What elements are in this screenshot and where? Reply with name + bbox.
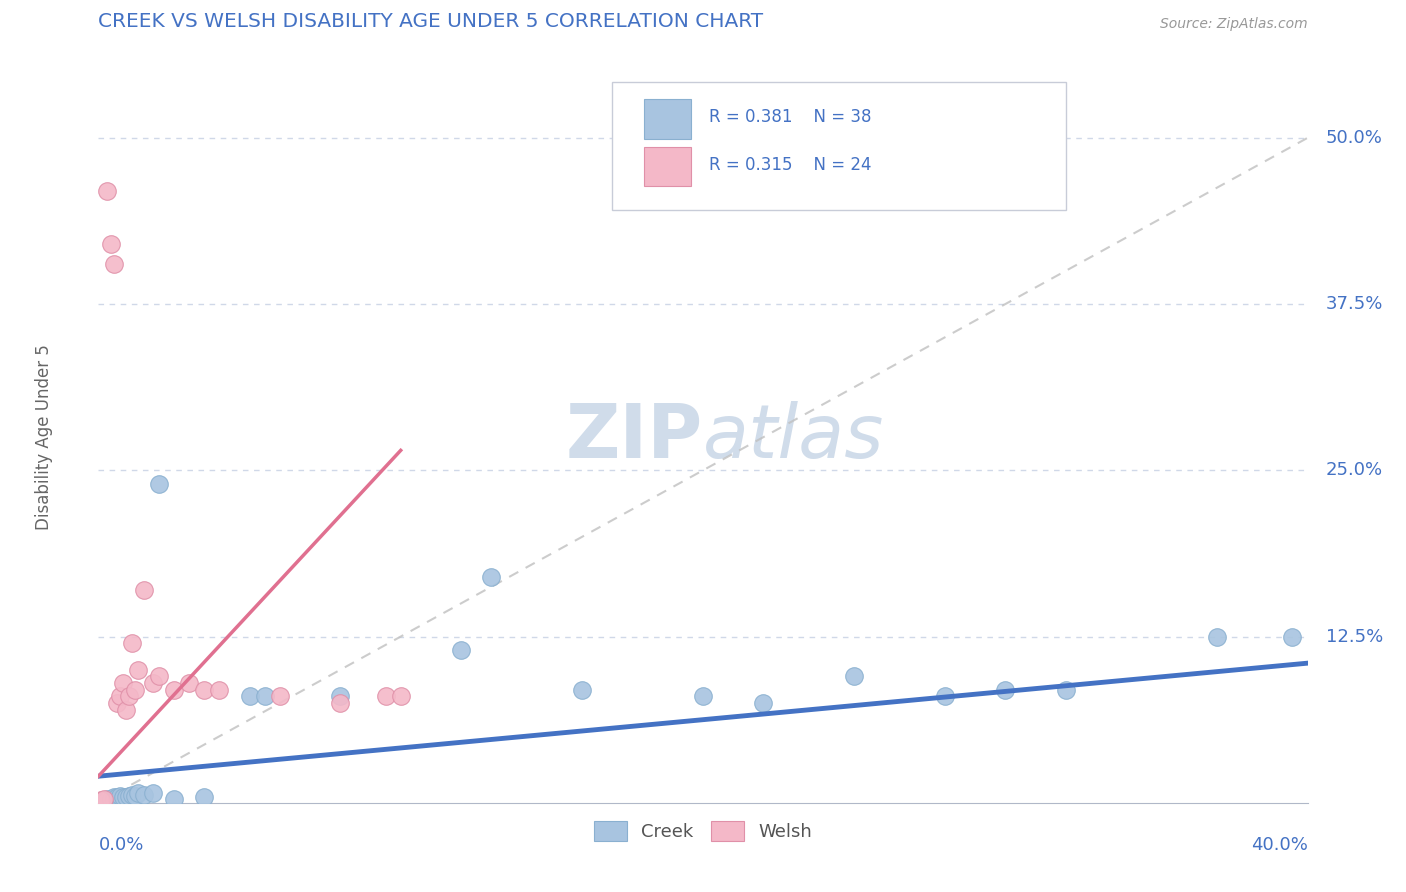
Point xyxy=(752,696,775,710)
Point xyxy=(163,682,186,697)
Point xyxy=(93,795,115,809)
Point xyxy=(118,789,141,804)
Point xyxy=(269,690,291,704)
Point xyxy=(163,792,186,806)
Point xyxy=(994,682,1017,697)
Point xyxy=(96,792,118,806)
Point xyxy=(118,690,141,704)
Point xyxy=(692,690,714,704)
Point xyxy=(114,790,136,805)
Point xyxy=(148,476,170,491)
Point xyxy=(193,682,215,697)
Point xyxy=(450,643,472,657)
FancyBboxPatch shape xyxy=(613,82,1066,211)
Point xyxy=(105,790,128,805)
Point xyxy=(253,690,276,704)
Text: 25.0%: 25.0% xyxy=(1326,461,1384,479)
Point xyxy=(1281,630,1303,644)
Text: 0.0%: 0.0% xyxy=(98,836,143,854)
Point xyxy=(121,636,143,650)
Point xyxy=(132,582,155,597)
Point xyxy=(374,690,396,704)
Point xyxy=(108,690,131,704)
Text: 50.0%: 50.0% xyxy=(1326,128,1382,147)
Point xyxy=(934,690,956,704)
Point xyxy=(148,669,170,683)
Point xyxy=(193,790,215,805)
Point xyxy=(124,682,146,697)
Point xyxy=(100,237,122,252)
Text: CREEK VS WELSH DISABILITY AGE UNDER 5 CORRELATION CHART: CREEK VS WELSH DISABILITY AGE UNDER 5 CO… xyxy=(98,12,763,31)
Point xyxy=(93,793,115,807)
Point xyxy=(127,787,149,801)
Point xyxy=(208,682,231,697)
Text: ZIP: ZIP xyxy=(565,401,703,474)
Point xyxy=(124,789,146,804)
Text: R = 0.315    N = 24: R = 0.315 N = 24 xyxy=(709,156,872,174)
Point xyxy=(114,703,136,717)
Text: Disability Age Under 5: Disability Age Under 5 xyxy=(35,344,53,530)
Legend: Creek, Welsh: Creek, Welsh xyxy=(586,814,820,848)
Point xyxy=(389,690,412,704)
Point xyxy=(111,790,134,805)
Point xyxy=(96,793,118,807)
Point xyxy=(105,696,128,710)
Point xyxy=(1054,682,1077,697)
Text: Source: ZipAtlas.com: Source: ZipAtlas.com xyxy=(1160,17,1308,31)
Point xyxy=(108,792,131,806)
Point xyxy=(1206,630,1229,644)
Point xyxy=(132,788,155,802)
Point xyxy=(329,690,352,704)
Text: 12.5%: 12.5% xyxy=(1326,628,1384,646)
Point xyxy=(142,676,165,690)
Point xyxy=(239,690,262,704)
FancyBboxPatch shape xyxy=(644,99,690,138)
Point xyxy=(103,257,125,271)
Point xyxy=(93,792,115,806)
FancyBboxPatch shape xyxy=(644,146,690,186)
Point xyxy=(481,570,503,584)
Text: 40.0%: 40.0% xyxy=(1251,836,1308,854)
Point xyxy=(100,793,122,807)
Point xyxy=(100,792,122,806)
Point xyxy=(90,795,112,809)
Point xyxy=(571,682,593,697)
Text: atlas: atlas xyxy=(703,401,884,473)
Point xyxy=(179,676,201,690)
Point xyxy=(108,789,131,804)
Point xyxy=(90,793,112,807)
Point xyxy=(121,788,143,802)
Point xyxy=(142,787,165,801)
Point xyxy=(329,696,352,710)
Point xyxy=(96,184,118,198)
Text: 37.5%: 37.5% xyxy=(1326,295,1384,313)
Point xyxy=(103,793,125,807)
Point xyxy=(127,663,149,677)
Point xyxy=(844,669,866,683)
Point xyxy=(103,790,125,805)
Point xyxy=(111,676,134,690)
Point xyxy=(105,792,128,806)
Text: R = 0.381    N = 38: R = 0.381 N = 38 xyxy=(709,109,872,127)
